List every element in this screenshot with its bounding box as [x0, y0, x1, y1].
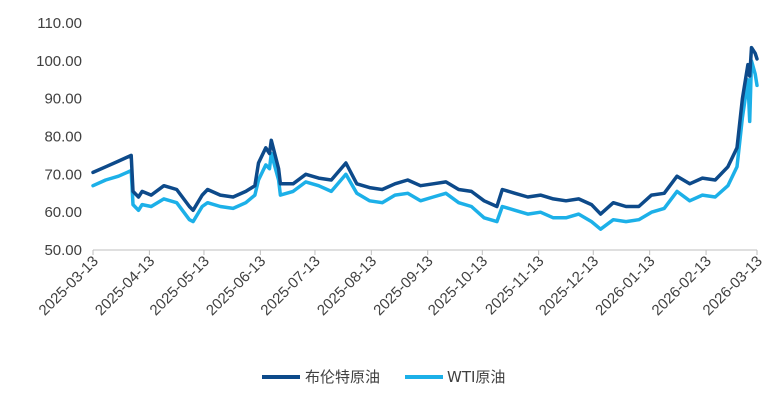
- x-tick-label: 2025-07-13: [257, 253, 323, 319]
- legend-label-brent: 布伦特原油: [305, 368, 380, 386]
- y-tick-label: 60.00: [44, 204, 82, 221]
- series-brent-line: [91, 45, 759, 216]
- y-tick-label: 90.00: [44, 91, 82, 108]
- series-layer: [91, 45, 759, 231]
- x-tick-label: 2025-08-13: [314, 253, 380, 319]
- legend-label-wti: WTI原油: [447, 368, 505, 386]
- y-tick-label: 80.00: [44, 129, 82, 146]
- x-tick-label: 2025-03-13: [36, 253, 102, 319]
- x-tick-label: 2025-10-13: [425, 253, 491, 319]
- x-tick-label: 2025-12-13: [536, 253, 602, 319]
- legend: 布伦特原油 WTI原油: [262, 368, 505, 386]
- x-axis: 2025-03-132025-04-132025-05-132025-06-13…: [36, 250, 766, 319]
- y-tick-label: 100.00: [36, 53, 82, 70]
- y-tick-label: 110.00: [37, 15, 82, 32]
- x-tick-label: 2025-05-13: [147, 253, 213, 319]
- series-wti-line: [91, 59, 759, 231]
- y-tick-label: 70.00: [44, 166, 82, 183]
- y-tick-label: 50.00: [44, 242, 82, 259]
- y-axis: 50.00 60.00 70.00 80.00 90.00 100.00 110.00: [36, 15, 82, 259]
- x-tick-label: 2026-01-13: [592, 253, 658, 319]
